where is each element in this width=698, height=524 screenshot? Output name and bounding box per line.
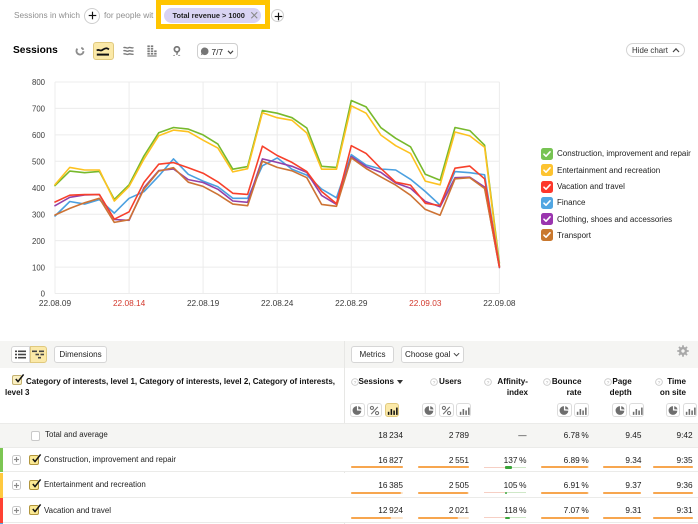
svg-text:600: 600 [32,131,46,140]
svg-text:100: 100 [32,263,46,272]
svg-text:700: 700 [32,105,46,114]
svg-text:?: ? [486,380,489,386]
svg-text:400: 400 [32,184,46,193]
svg-text:?: ? [658,380,661,386]
svg-text:22.09.03: 22.09.03 [409,298,442,308]
svg-text:22.08.29: 22.08.29 [335,298,368,308]
svg-text:?: ? [433,380,436,386]
svg-text:22.08.14: 22.08.14 [113,298,146,308]
svg-text:0: 0 [41,290,46,299]
svg-text:200: 200 [32,237,46,246]
svg-text:300: 300 [32,210,46,219]
svg-text:22.08.09: 22.08.09 [39,298,72,308]
svg-text:22.09.08: 22.09.08 [483,298,516,308]
svg-text:22.08.24: 22.08.24 [261,298,294,308]
svg-text:?: ? [606,380,609,386]
svg-text:22.08.19: 22.08.19 [187,298,220,308]
svg-text:?: ? [546,380,549,386]
svg-text:?: ? [354,380,357,386]
svg-text:800: 800 [32,78,46,87]
svg-text:500: 500 [32,158,46,167]
